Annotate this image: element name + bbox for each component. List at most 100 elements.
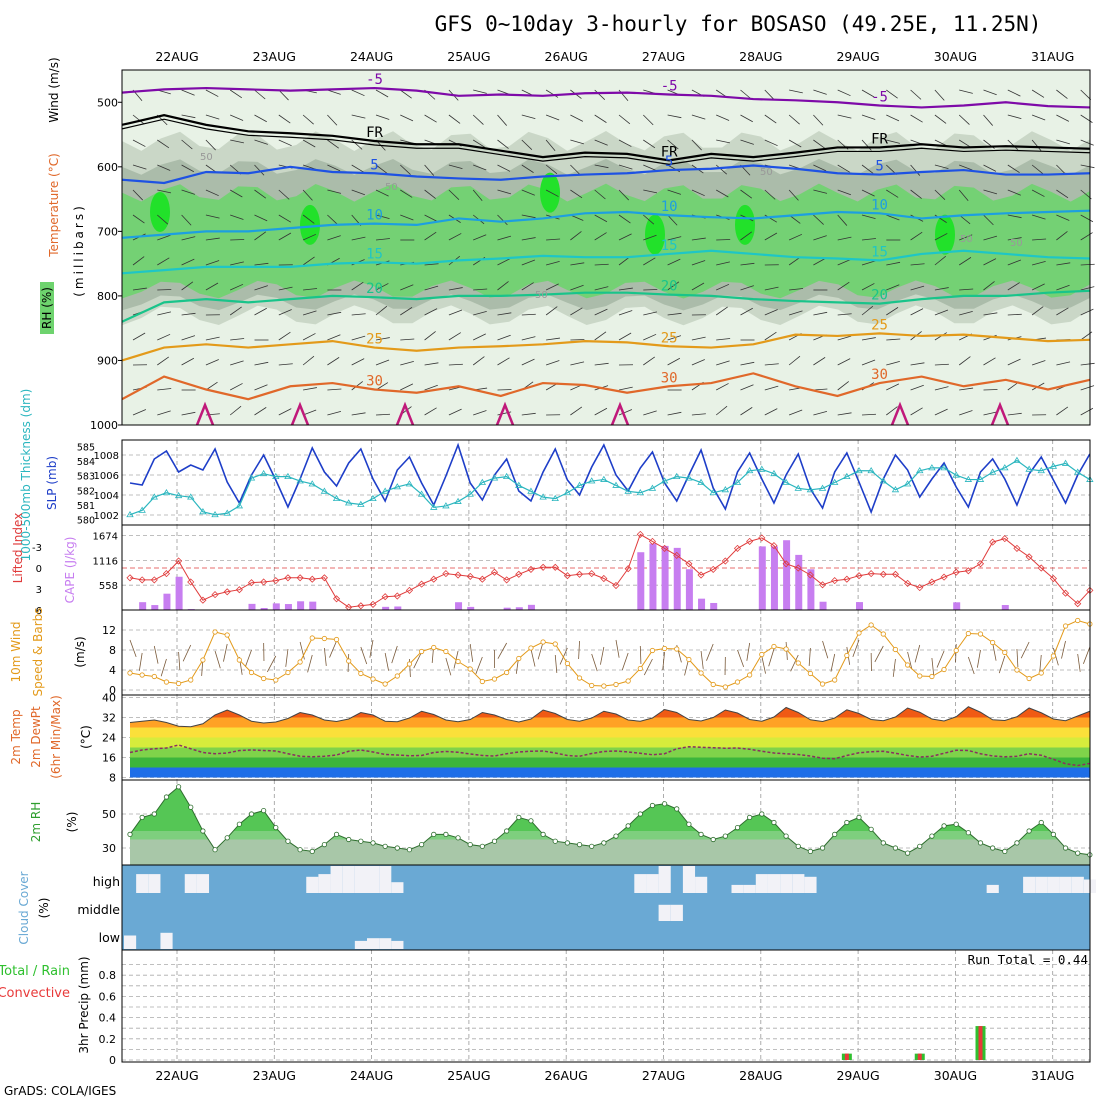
wind-barb [886, 284, 900, 291]
lifted-index-marker [308, 575, 316, 583]
wind-barb [497, 334, 511, 341]
rh-marker [516, 814, 522, 821]
wind-barb [545, 360, 560, 366]
wind-speed-marker [807, 670, 814, 677]
cloud-row-label: high [93, 874, 120, 889]
wind-barb [351, 164, 364, 173]
temperature-contour [121, 86, 1091, 109]
rh-marker [832, 831, 838, 838]
top-date-label: 24AUG [350, 49, 393, 64]
wind-barb [643, 139, 656, 149]
thickness-marker [442, 502, 450, 509]
wind-barb [473, 410, 487, 416]
wind-barb [157, 234, 171, 241]
wind-barb [570, 189, 583, 199]
lifted-index-marker [332, 595, 341, 603]
wind-barb [861, 260, 876, 266]
lifted-index-marker [563, 572, 571, 580]
wind-barb [1007, 237, 1022, 241]
wind-barb [473, 310, 487, 316]
wind-speed-marker [443, 648, 449, 655]
wind-barb [400, 214, 414, 221]
wind-barb [448, 164, 463, 170]
temperature-contour [121, 164, 1091, 185]
temp-color-band [130, 707, 1090, 718]
wind-barb [667, 281, 680, 291]
surface-wind-barb [307, 654, 313, 673]
cloud-cover-cell [1047, 876, 1060, 893]
cloud-row-label: middle [77, 902, 120, 917]
wind-barb [667, 114, 682, 119]
rh-marker [540, 831, 546, 838]
rh-marker [686, 821, 692, 827]
wind-barb [205, 237, 220, 241]
wind-barb [715, 405, 728, 416]
wind-speed-marker [637, 665, 643, 672]
wind-barb [886, 338, 901, 341]
bottom-date-label: 31AUG [1031, 1068, 1074, 1083]
wind-speed-marker [917, 673, 923, 679]
lifted-index-marker [855, 572, 863, 580]
rh-marker [601, 840, 607, 846]
wind-barb [861, 413, 877, 416]
surface-wind-barb [852, 639, 860, 658]
bottom-date-label: 24AUG [350, 1068, 393, 1083]
panel-frame [121, 69, 1091, 426]
wind-barb [861, 139, 872, 151]
cape-bar [175, 576, 183, 610]
cape-bar [1001, 605, 1009, 610]
wind-barb [740, 384, 754, 391]
rh-marker [661, 801, 668, 807]
legend-rh-swatch [40, 282, 54, 334]
rh-marker [589, 843, 595, 849]
wind-speed-marker [661, 645, 668, 652]
thickness-marker [940, 464, 948, 471]
legend-temperature-label: Temperature (°C) [47, 153, 61, 258]
wind-barb [983, 164, 997, 172]
cloud-row-label: low [99, 930, 120, 945]
wind-barb [254, 407, 267, 416]
thickness-marker [830, 478, 839, 485]
lifted-index-marker [503, 576, 511, 584]
precip-convective-bar [978, 1026, 983, 1060]
cloud-cover-cell [1023, 876, 1036, 893]
wind-barb [667, 236, 682, 241]
wind-barb [861, 238, 876, 241]
wind-barb [1007, 189, 1021, 196]
wind-barb [1031, 164, 1044, 175]
wind-speed-marker [819, 681, 826, 687]
contour-label: 20 [366, 281, 383, 297]
wind-barb [497, 258, 511, 266]
surface-wind-barb [324, 647, 327, 666]
wind-barb [424, 214, 438, 222]
wind-speed-marker [188, 677, 194, 683]
wind-barb [764, 232, 778, 241]
wind-speed-marker [261, 675, 267, 682]
cloud-cover-cell [318, 874, 331, 893]
rh-marker [127, 831, 133, 838]
temp-color-band [130, 706, 1090, 708]
wind-barb [327, 89, 341, 95]
slp-axis-label: SLP (mb) [45, 456, 59, 510]
wind-tick-label: 0 [109, 684, 116, 697]
wind-barb [448, 189, 460, 201]
rh-marker [880, 840, 886, 846]
wind-speed-marker [297, 659, 303, 665]
rh-marker [273, 824, 279, 831]
lifted-index-marker [685, 560, 693, 568]
wind-barb [618, 189, 630, 201]
lifted-index-marker [928, 578, 936, 586]
rh-marker [917, 843, 923, 849]
wind-barb [934, 189, 946, 201]
wind-barb [1031, 114, 1046, 121]
wind-barb [157, 333, 171, 341]
rh-marker [625, 823, 631, 829]
wind-barb [910, 407, 923, 416]
thickness-marker [539, 493, 547, 500]
rh-marker [965, 830, 971, 836]
wind-barb [229, 189, 243, 198]
wind-barb [424, 384, 438, 391]
cape-tick-label: 1116 [93, 556, 118, 567]
rh-marker [297, 847, 303, 853]
wind-barb [934, 114, 947, 124]
